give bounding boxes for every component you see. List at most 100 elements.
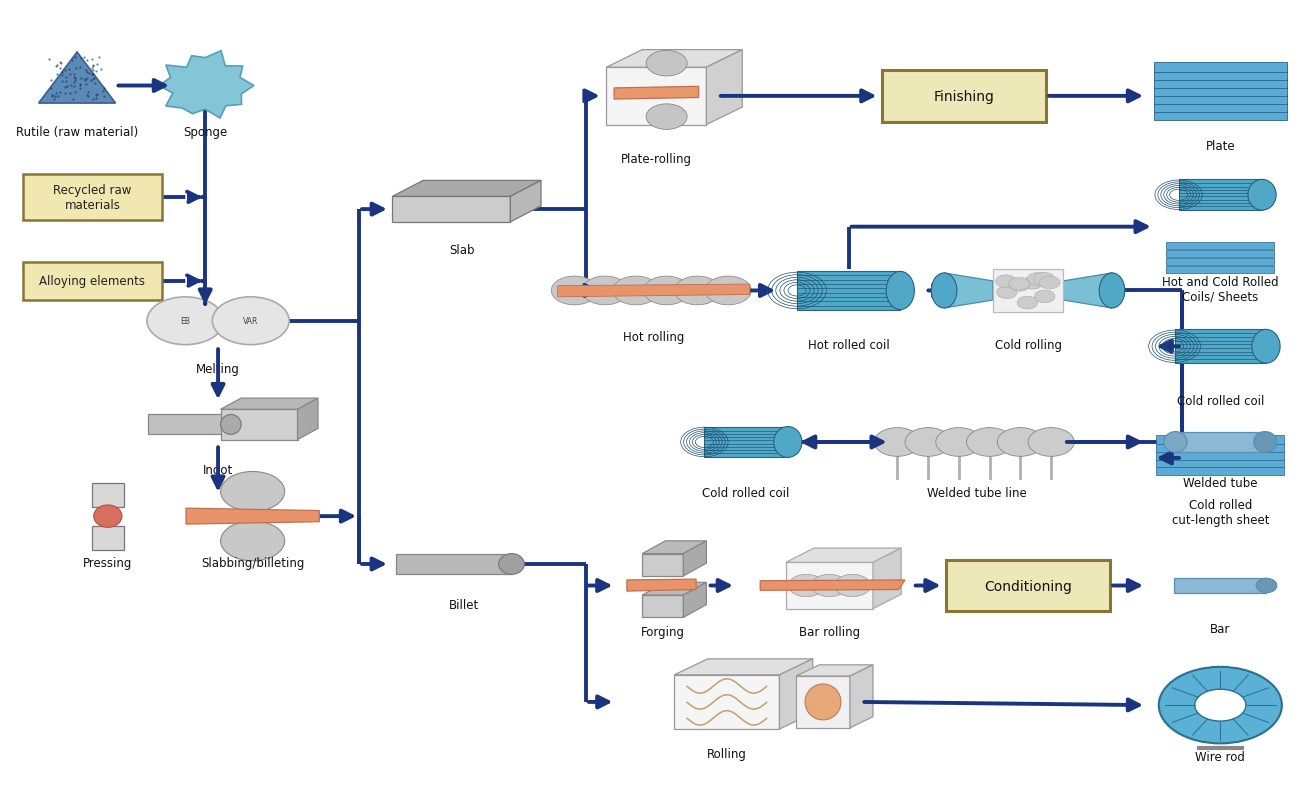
Text: Plate-rolling: Plate-rolling — [621, 152, 692, 165]
Circle shape — [811, 574, 848, 597]
FancyBboxPatch shape — [1153, 79, 1287, 89]
Circle shape — [1034, 273, 1054, 286]
FancyBboxPatch shape — [1153, 63, 1287, 73]
Text: Rutile (raw material): Rutile (raw material) — [16, 126, 138, 140]
Circle shape — [1035, 290, 1054, 303]
Ellipse shape — [221, 415, 240, 435]
Polygon shape — [148, 415, 231, 435]
Polygon shape — [675, 675, 780, 729]
Polygon shape — [797, 272, 901, 310]
Polygon shape — [675, 659, 812, 675]
Ellipse shape — [1256, 578, 1277, 593]
Text: Bar rolling: Bar rolling — [798, 626, 861, 638]
Circle shape — [1022, 277, 1043, 290]
FancyBboxPatch shape — [1153, 71, 1287, 81]
Ellipse shape — [1100, 273, 1124, 309]
Polygon shape — [396, 554, 512, 574]
FancyBboxPatch shape — [1156, 444, 1284, 452]
FancyBboxPatch shape — [1153, 87, 1287, 97]
Circle shape — [997, 286, 1017, 299]
Ellipse shape — [1164, 432, 1187, 453]
Text: Welded tube line: Welded tube line — [927, 486, 1027, 499]
FancyBboxPatch shape — [946, 560, 1110, 612]
Circle shape — [646, 51, 688, 77]
Text: Alloying elements: Alloying elements — [39, 275, 146, 288]
Polygon shape — [642, 541, 706, 554]
Polygon shape — [850, 665, 874, 728]
Polygon shape — [684, 582, 706, 618]
Polygon shape — [1175, 330, 1266, 363]
Polygon shape — [705, 427, 788, 458]
FancyBboxPatch shape — [1156, 467, 1284, 476]
Polygon shape — [1175, 433, 1265, 452]
Circle shape — [1027, 273, 1048, 286]
FancyBboxPatch shape — [23, 175, 161, 221]
Ellipse shape — [887, 272, 914, 310]
Text: Hot rolled coil: Hot rolled coil — [807, 339, 889, 352]
Ellipse shape — [1253, 432, 1277, 453]
FancyBboxPatch shape — [1153, 111, 1287, 120]
Circle shape — [582, 277, 628, 306]
Circle shape — [147, 298, 224, 345]
Circle shape — [612, 277, 659, 306]
Text: Cold rolling: Cold rolling — [994, 339, 1062, 352]
Circle shape — [835, 574, 871, 597]
Ellipse shape — [931, 273, 957, 309]
Text: VAR: VAR — [243, 317, 259, 326]
FancyBboxPatch shape — [1153, 95, 1287, 105]
Polygon shape — [993, 269, 1063, 313]
Text: Forging: Forging — [641, 626, 685, 638]
Text: Melting: Melting — [196, 363, 240, 376]
Text: Cold rolled coil: Cold rolled coil — [1176, 395, 1264, 407]
Text: Hot and Cold Rolled
Coils/ Sheets: Hot and Cold Rolled Coils/ Sheets — [1162, 275, 1279, 303]
Polygon shape — [796, 676, 850, 728]
Polygon shape — [39, 53, 116, 104]
Circle shape — [644, 277, 690, 306]
Ellipse shape — [1248, 180, 1277, 211]
Polygon shape — [298, 399, 318, 440]
Text: Rolling: Rolling — [707, 747, 746, 760]
Polygon shape — [944, 273, 993, 309]
Circle shape — [221, 521, 285, 561]
FancyBboxPatch shape — [1156, 435, 1284, 444]
Polygon shape — [642, 582, 706, 595]
Circle shape — [1017, 297, 1037, 310]
Text: Ingot: Ingot — [203, 463, 233, 476]
Circle shape — [875, 428, 920, 457]
Polygon shape — [627, 579, 696, 591]
Circle shape — [212, 298, 289, 345]
Polygon shape — [1174, 578, 1266, 593]
Polygon shape — [785, 549, 901, 563]
Text: Welded tube: Welded tube — [1183, 476, 1257, 490]
Circle shape — [997, 428, 1044, 457]
Text: Conditioning: Conditioning — [984, 579, 1072, 593]
Text: Slabbing/billeting: Slabbing/billeting — [202, 557, 304, 569]
Polygon shape — [796, 665, 874, 676]
Polygon shape — [92, 483, 124, 507]
FancyBboxPatch shape — [1166, 258, 1274, 265]
Polygon shape — [92, 526, 124, 550]
Text: Sponge: Sponge — [183, 126, 228, 140]
Circle shape — [675, 277, 720, 306]
Text: Bar: Bar — [1210, 622, 1231, 635]
Polygon shape — [558, 285, 750, 298]
Text: Recycled raw
materials: Recycled raw materials — [53, 184, 131, 212]
Text: Hot rolling: Hot rolling — [623, 331, 685, 344]
FancyBboxPatch shape — [881, 71, 1046, 123]
Polygon shape — [785, 563, 874, 609]
Polygon shape — [159, 51, 254, 119]
Polygon shape — [606, 51, 742, 68]
Circle shape — [1009, 278, 1030, 291]
Polygon shape — [186, 508, 320, 525]
Polygon shape — [606, 68, 706, 125]
Polygon shape — [221, 410, 298, 440]
Polygon shape — [684, 541, 706, 576]
Circle shape — [1040, 277, 1059, 290]
Ellipse shape — [774, 427, 802, 458]
Ellipse shape — [805, 684, 841, 720]
FancyBboxPatch shape — [1153, 103, 1287, 113]
FancyBboxPatch shape — [23, 262, 161, 301]
Text: Wire rod: Wire rod — [1196, 750, 1245, 763]
Circle shape — [788, 574, 824, 597]
Polygon shape — [780, 659, 812, 729]
